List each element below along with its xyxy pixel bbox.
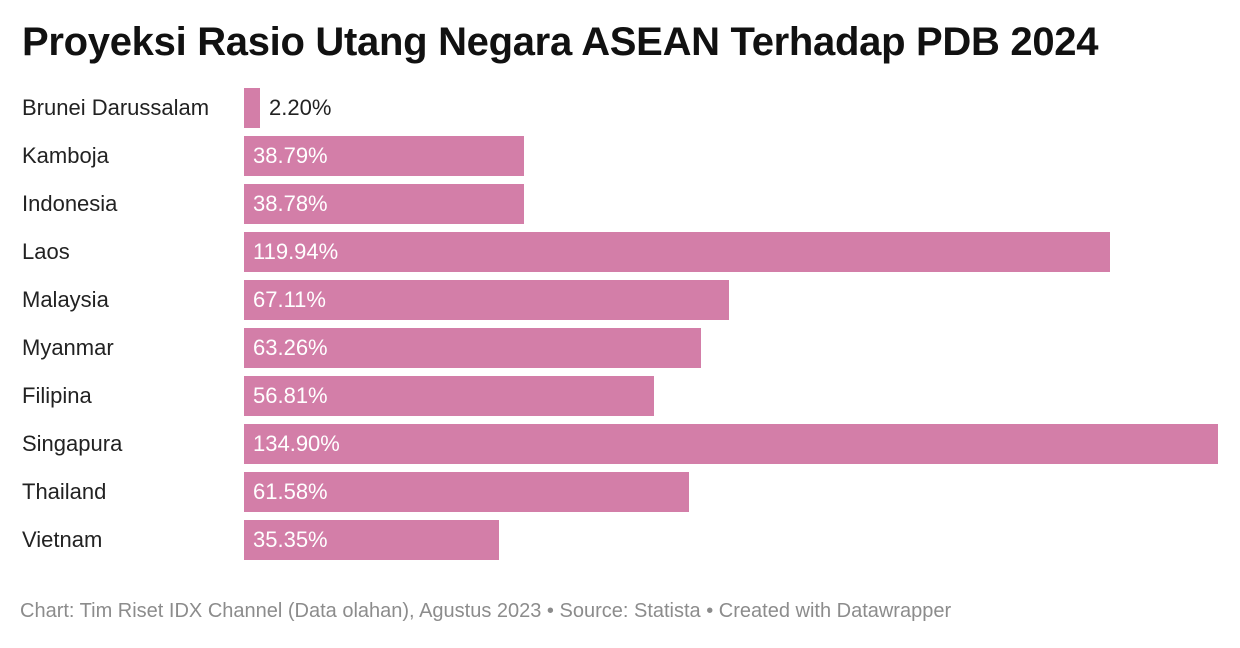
bar xyxy=(244,328,701,368)
bar xyxy=(244,520,499,560)
bar-row: Thailand 61.58% xyxy=(0,472,1240,512)
bar xyxy=(244,424,1218,464)
value-label: 61.58% xyxy=(253,479,328,504)
bar-row: Indonesia 38.78% xyxy=(0,184,1240,224)
category-label: Brunei Darussalam xyxy=(22,95,210,120)
bar-row: Malaysia 67.11% xyxy=(0,280,1240,320)
bar-row: Vietnam 35.35% xyxy=(0,520,1240,560)
value-label: 119.94% xyxy=(253,239,339,264)
value-label: 38.78% xyxy=(253,191,328,216)
value-label: 134.90% xyxy=(253,431,340,456)
bar xyxy=(244,184,524,224)
category-label: Vietnam xyxy=(22,527,103,552)
bar-row: Singapura 134.90% xyxy=(0,424,1240,464)
value-label: 63.26% xyxy=(253,335,328,360)
bar-row: Laos 119.94% xyxy=(0,232,1240,272)
bar xyxy=(244,280,729,320)
category-label: Myanmar xyxy=(22,335,114,360)
category-label: Indonesia xyxy=(22,191,118,216)
value-label: 35.35% xyxy=(253,527,328,552)
bar-row: Brunei Darussalam 2.20% xyxy=(0,88,1240,128)
bar xyxy=(244,232,1110,272)
category-label: Laos xyxy=(22,239,70,264)
bar-row: Myanmar 63.26% xyxy=(0,328,1240,368)
category-label: Singapura xyxy=(22,431,123,456)
value-label: 2.20% xyxy=(269,95,332,120)
value-label: 38.79% xyxy=(253,143,328,168)
value-label: 67.11% xyxy=(253,287,326,312)
bar xyxy=(244,136,524,176)
chart-title: Proyeksi Rasio Utang Negara ASEAN Terhad… xyxy=(22,20,1099,64)
bar-chart: Brunei Darussalam 2.20% Kamboja 38.79% Indon… xyxy=(0,88,1240,568)
bar xyxy=(244,88,260,128)
value-label: 56.81% xyxy=(253,383,328,408)
category-label: Thailand xyxy=(22,479,107,504)
bar-row: Filipina 56.81% xyxy=(0,376,1240,416)
category-label: Malaysia xyxy=(22,287,109,312)
bar xyxy=(244,376,654,416)
category-label: Kamboja xyxy=(22,143,109,168)
bar xyxy=(244,472,689,512)
category-label: Filipina xyxy=(22,383,92,408)
bar-row: Kamboja 38.79% xyxy=(0,136,1240,176)
chart-footer-credit: Chart: Tim Riset IDX Channel (Data olaha… xyxy=(20,600,952,622)
